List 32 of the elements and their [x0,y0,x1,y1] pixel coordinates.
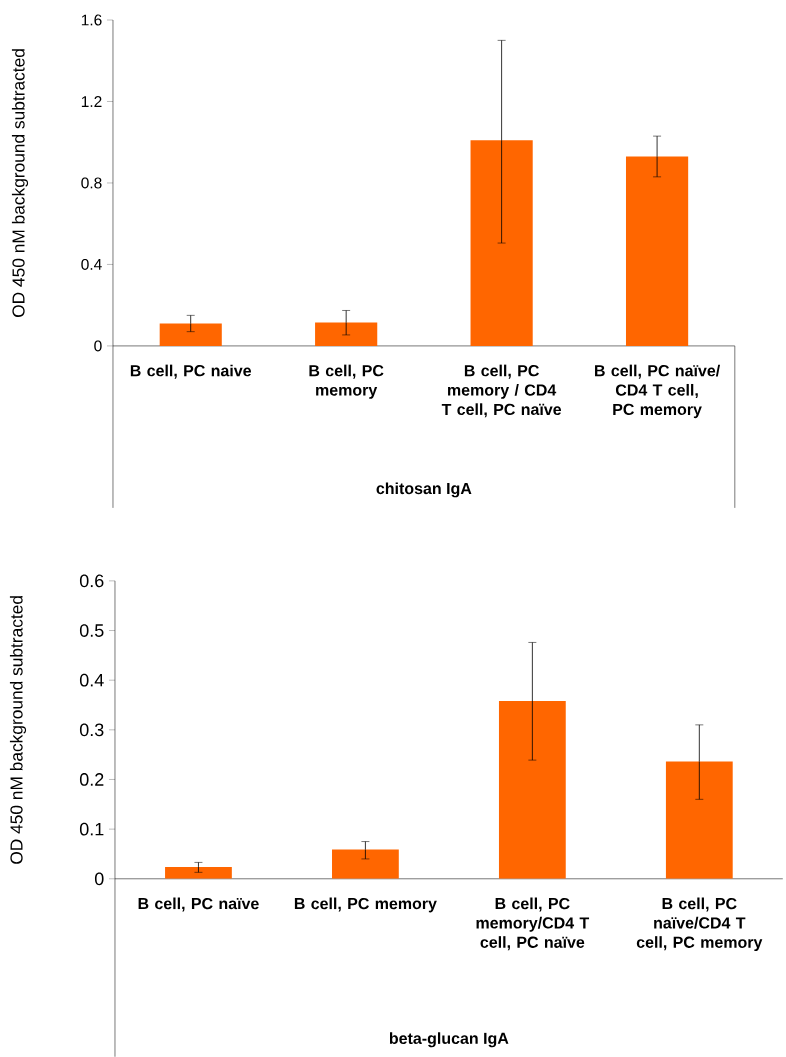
x-tick-label: B cell, PC naïve/ CD4 T cell, PC memory [595,364,721,419]
bar [666,761,733,879]
x-tick-label: B cell, PC memory / CD4 T cell, PC naïve [441,364,562,418]
bar [165,866,232,879]
x-tick-label: B cell, PC memory [295,897,437,913]
y-tick-label: 0.4 [81,258,102,270]
y-tick-label: 0.6 [80,574,104,588]
x-tick-label: B cell, PC memory/CD4 T cell, PC naïve [476,897,590,951]
bar [315,322,378,346]
y-tick-label: 0 [95,872,104,886]
y-tick-label: 1.6 [81,14,102,26]
x-tick-label: B cell, PC memory [309,364,384,399]
bar [332,849,399,879]
y-tick-label: 0.2 [80,773,104,786]
x-tick-label: B cell, PC naïve/CD4 T cell, PC memory [636,897,763,952]
x-tick-label: B cell, PC naive [130,364,252,379]
y-tick-label: 0.1 [80,822,104,836]
y-tick-label: 0.4 [80,673,104,687]
y-axis-title: OD 450 nM background subtracted [10,596,27,864]
y-tick-label: 0.3 [80,723,104,737]
x-axis-title: beta-glucan IgA [390,1032,509,1048]
y-tick-label: 0 [94,340,102,352]
bar [499,701,566,879]
y-tick-label: 0.5 [80,624,104,637]
bar [159,323,222,346]
x-tick-label: B cell, PC naïve [138,897,259,912]
y-tick-label: 1.2 [81,96,102,107]
x-axis-title: chitosan IgA [376,482,472,498]
y-tick-label: 0.8 [81,177,102,189]
y-axis-title: OD 450 nM background subtracted [12,49,29,318]
bar [626,156,689,346]
bar [470,140,533,346]
